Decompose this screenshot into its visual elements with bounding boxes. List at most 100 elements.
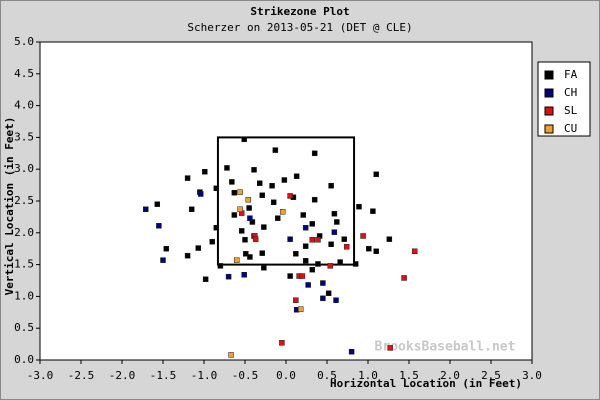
point [217,263,224,269]
point [309,266,315,273]
y-tick-label: 1.5 [14,258,34,271]
point [352,261,359,267]
point [315,261,321,267]
point [311,196,318,203]
legend-label: CH [564,86,577,99]
point [331,210,338,217]
point [328,182,334,189]
point [184,175,191,181]
x-tick-label: -2.0 [109,369,136,382]
point [231,189,238,196]
legend-swatch [544,70,554,80]
x-tick-label: -2.5 [68,369,95,382]
x-tick-label: 1.5 [399,369,419,382]
y-tick-label: 1.0 [14,289,34,302]
point [287,193,293,199]
point [334,219,340,225]
point [272,147,279,153]
x-tick-label: -0.5 [232,369,259,382]
point [302,243,309,249]
point [195,245,202,251]
strike-zone [216,136,356,266]
y-tick-label: 0.5 [14,321,34,334]
point [320,295,326,302]
point [331,229,338,235]
x-tick-label: -1.5 [150,369,177,382]
x-tick-label: -1.0 [191,369,218,382]
point [348,348,355,355]
x-tick-label: 0.0 [276,369,296,382]
point [154,201,161,207]
point [237,189,243,195]
chart-subtitle: Scherzer on 2013-05-21 (DET @ CLE) [187,21,412,34]
y-tick-label: 2.0 [14,226,34,239]
legend-label: SL [564,104,578,117]
point [245,196,252,203]
point [213,185,220,192]
point [287,273,293,279]
point [241,272,247,278]
point [279,209,286,215]
point [252,236,259,242]
point [343,244,350,250]
point [202,276,209,282]
point [411,248,418,254]
point [228,352,234,358]
y-tick-label: 0.0 [14,353,34,366]
point [257,180,263,186]
point [241,136,247,143]
point [293,173,300,179]
point [366,245,372,252]
point [320,280,326,286]
point [259,250,265,256]
legend-swatch [544,106,554,116]
point [386,236,393,242]
point [270,199,277,206]
x-tick-label: -3.0 [27,369,54,382]
point [184,252,191,259]
point [281,177,288,183]
point [243,251,249,257]
legend-swatch [544,124,554,134]
point [401,275,407,281]
x-tick-label: 3.0 [522,369,542,382]
point [229,179,235,185]
point [299,273,306,279]
point [188,206,195,213]
point [237,206,243,213]
point [160,257,166,263]
point [293,251,299,257]
point [302,224,309,231]
point [247,254,253,260]
point [259,192,265,199]
legend-swatch [544,88,554,98]
point [373,171,379,178]
chart-title: Strikezone Plot [250,5,349,18]
point [231,212,238,218]
point [370,208,376,214]
legend-label: CU [564,122,577,135]
point [247,215,253,221]
plot-area [39,41,533,361]
y-tick-label: 5.0 [14,35,34,48]
point [251,167,257,173]
x-axis-title: Horizontal Location (in Feet) [330,377,522,390]
point [341,236,347,242]
y-tick-label: 4.0 [14,99,34,112]
point [360,233,366,239]
point [213,224,220,231]
point [279,340,285,346]
point [293,297,299,303]
point [333,297,339,303]
point [327,263,334,269]
point [261,265,267,271]
point [309,221,315,227]
point [387,345,393,351]
point [356,203,362,210]
point [156,223,162,229]
point [246,205,252,211]
point [309,237,315,243]
y-axis-title: Vertical Location (in Feet) [3,117,16,296]
y-tick-label: 4.5 [14,67,34,80]
